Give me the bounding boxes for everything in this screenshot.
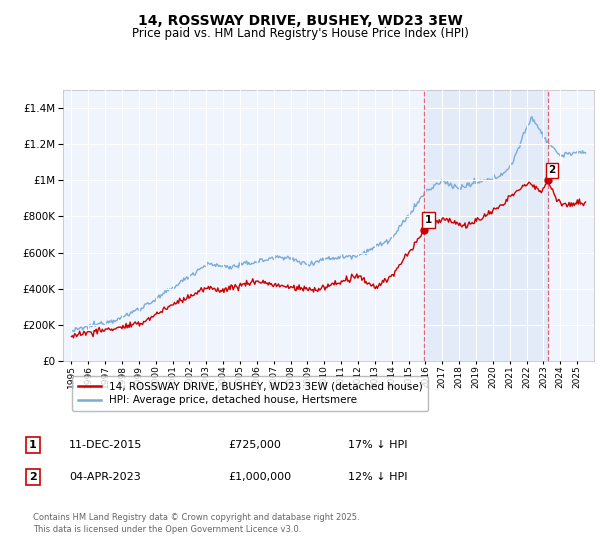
Text: Contains HM Land Registry data © Crown copyright and database right 2025.
This d: Contains HM Land Registry data © Crown c…	[33, 513, 359, 534]
Text: 2: 2	[548, 165, 556, 175]
Text: 12% ↓ HPI: 12% ↓ HPI	[348, 472, 407, 482]
Text: 17% ↓ HPI: 17% ↓ HPI	[348, 440, 407, 450]
Text: £1,000,000: £1,000,000	[228, 472, 291, 482]
Text: 1: 1	[425, 215, 432, 225]
Text: 11-DEC-2015: 11-DEC-2015	[69, 440, 142, 450]
Text: 1: 1	[29, 440, 37, 450]
Text: 04-APR-2023: 04-APR-2023	[69, 472, 141, 482]
Bar	[424, 90, 548, 361]
Legend: 14, ROSSWAY DRIVE, BUSHEY, WD23 3EW (detached house), HPI: Average price, detach: 14, ROSSWAY DRIVE, BUSHEY, WD23 3EW (det…	[73, 376, 428, 410]
Text: 2: 2	[29, 472, 37, 482]
Text: Price paid vs. HM Land Registry's House Price Index (HPI): Price paid vs. HM Land Registry's House …	[131, 27, 469, 40]
Text: 14, ROSSWAY DRIVE, BUSHEY, WD23 3EW: 14, ROSSWAY DRIVE, BUSHEY, WD23 3EW	[137, 14, 463, 28]
Text: £725,000: £725,000	[228, 440, 281, 450]
